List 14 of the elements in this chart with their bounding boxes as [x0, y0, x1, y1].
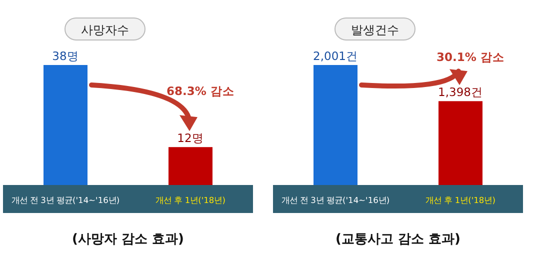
x-tick-label: 개선 전 3년 평균('14~'16년)	[11, 195, 120, 205]
text: 30.1% 감소	[436, 50, 504, 64]
x-tick-label: 개선 후 1년('18년)	[426, 195, 496, 205]
text: (사망자 감소 효과)	[72, 232, 184, 247]
annotation: 68.3% 감소	[166, 84, 234, 98]
data-label: 38명	[52, 49, 79, 63]
data-label: 2,001건	[313, 49, 358, 63]
data-label: 12명	[177, 131, 204, 146]
text: (교통사고 감소 효과)	[336, 232, 460, 247]
data-label: 1,398건	[438, 85, 483, 100]
x-tick-label: 개선 후 1년('18년)	[156, 195, 226, 205]
chart-title: 발생건수	[351, 23, 399, 37]
chart-title: 사망자수	[81, 23, 129, 37]
x-tick-label: 개선 전 3년 평균('14~'16년)	[281, 195, 390, 205]
